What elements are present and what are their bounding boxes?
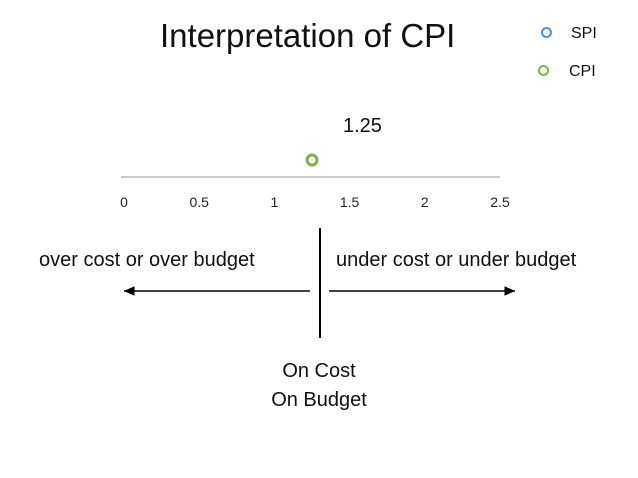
on-budget-label: On Cost On Budget	[219, 357, 419, 415]
tick-label: 0.5	[189, 194, 209, 210]
on-budget-text: On Budget	[271, 389, 367, 411]
on-cost-text: On Cost	[282, 360, 356, 382]
cpi-data-point	[305, 153, 319, 167]
tick-labels: 0 0.5 1 1.5 2 2.5	[120, 194, 510, 210]
tick-label: 2	[421, 194, 429, 210]
tick-label: 0	[120, 194, 128, 210]
slide-title: Interpretation of CPI	[160, 17, 456, 54]
tick-label: 2.5	[490, 194, 510, 210]
legend-label-cpi: CPI	[569, 63, 596, 80]
data-label-cpi-value: 1.25	[343, 115, 382, 137]
spi-legend-marker-icon	[541, 27, 552, 38]
under-budget-label: under cost or under budget	[336, 249, 577, 271]
tick-label: 1.5	[340, 194, 360, 210]
cpi-legend-marker-icon	[538, 65, 549, 76]
over-budget-label: over cost or over budget	[39, 249, 255, 271]
tick-label: 1	[271, 194, 279, 210]
legend-label-spi: SPI	[571, 25, 597, 42]
data-points	[305, 153, 319, 167]
